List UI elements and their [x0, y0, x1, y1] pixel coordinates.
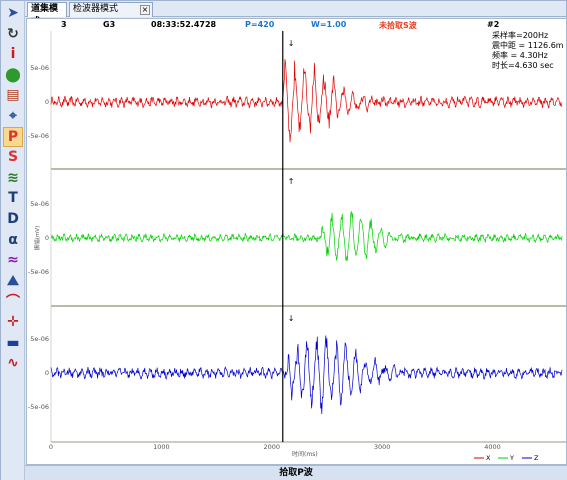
info-icon[interactable]: i [10, 46, 16, 63]
y-tick-label: 5e-06 [30, 64, 49, 72]
pick-tool-icon[interactable]: ⌖ [9, 108, 17, 124]
epicentral-distance: 震中距 = 1126.6m [492, 41, 564, 50]
trace-y [50, 211, 563, 261]
select-arrow-icon[interactable]: ➤ [7, 5, 19, 21]
trace-header: 3 G3 08:33:52.4728 P=420 W=1.00 未拾取S波 #2 [27, 19, 566, 32]
curve-icon[interactable]: ⌒ [6, 294, 20, 311]
y-tick-label: 0 [45, 369, 49, 377]
p-pick-value: P=420 [245, 20, 275, 29]
save-icon[interactable]: ▤ [6, 87, 20, 104]
alpha-icon[interactable]: α [8, 231, 18, 248]
d-tool-icon[interactable]: D [7, 211, 19, 227]
start-time: 08:33:52.4728 [151, 20, 217, 29]
y-tick-label: 0 [45, 234, 49, 242]
s-pick-status: 未拾取S波 [379, 21, 417, 30]
text-icon[interactable]: T [8, 190, 18, 207]
waveform-panel[interactable]: 3 G3 08:33:52.4728 P=420 W=1.00 未拾取S波 #2… [26, 18, 567, 465]
y-axis-label: 振幅(mV) [33, 226, 41, 250]
y-tick-label: -5e-06 [28, 132, 49, 140]
trace-z [50, 335, 563, 415]
refresh-icon[interactable]: ↻ [7, 25, 19, 42]
tab-gather-mode[interactable]: 道集模式 [27, 2, 67, 27]
channel-number: 3 [61, 20, 67, 29]
layers-icon[interactable]: ▬ [6, 334, 20, 351]
close-icon[interactable]: × [140, 5, 150, 15]
status-bar: 拾取P波 [25, 465, 567, 480]
y-tick-label: 5e-06 [30, 200, 49, 208]
p-wave-icon[interactable]: P [3, 126, 23, 147]
legend-label-x: X [486, 454, 491, 462]
x-tick-label: 3000 [374, 443, 391, 451]
crosshair-icon[interactable]: ✛ [7, 314, 19, 330]
y-tick-label: -5e-06 [28, 268, 49, 276]
tab-geophone-mode[interactable]: 检波器模式 × [69, 2, 153, 17]
wave-filter-icon[interactable]: ≋ [7, 169, 19, 186]
dominant-frequency: 频率 = 4.30Hz [492, 51, 548, 60]
event-number: #2 [487, 20, 500, 29]
trace-x [50, 59, 563, 143]
pick-arrow: ↓ [288, 39, 295, 48]
station-name: G3 [103, 20, 116, 29]
pick-arrow: ↑ [288, 177, 295, 186]
spectrum-icon[interactable]: ≈ [7, 252, 19, 269]
x-axis-label: 时间(ms) [292, 450, 318, 458]
location-pin-icon[interactable]: ⬤ [5, 66, 21, 83]
weight-value: W=1.00 [311, 20, 347, 29]
mountain-icon[interactable]: ⛰ [7, 272, 19, 289]
x-tick-label: 1000 [153, 443, 170, 451]
pick-arrow: ↓ [288, 314, 295, 323]
s-wave-icon[interactable]: S [7, 149, 19, 166]
trace-info: 采样率=200Hz 震中距 = 1126.6m 频率 = 4.30Hz 时长=4… [492, 31, 564, 71]
x-tick-label: 4000 [484, 443, 501, 451]
x-tick-label: 2000 [263, 443, 280, 451]
waveform-chart[interactable]: 5e-06 0 -5e-06 5e-06 0 -5e-06 5e-06 0 -5e-06 振幅(m… [27, 19, 566, 464]
y-tick-label: 5e-06 [30, 335, 49, 343]
legend-label-z: Z [534, 454, 539, 462]
sample-rate: 采样率=200Hz [492, 31, 549, 40]
y-tick-label: -5e-06 [28, 403, 49, 411]
y-tick-label: 0 [45, 98, 49, 106]
status-text: 拾取P波 [279, 468, 313, 478]
x-tick-label: 0 [49, 443, 53, 451]
legend-label-y: Y [509, 454, 514, 462]
duration: 时长=4.630 sec [492, 61, 554, 70]
chart-icon[interactable]: ∿ [7, 355, 19, 372]
tab-bar: 道集模式 检波器模式 × [25, 1, 566, 27]
tab-geophone-mode-label: 检波器模式 [73, 4, 119, 14]
